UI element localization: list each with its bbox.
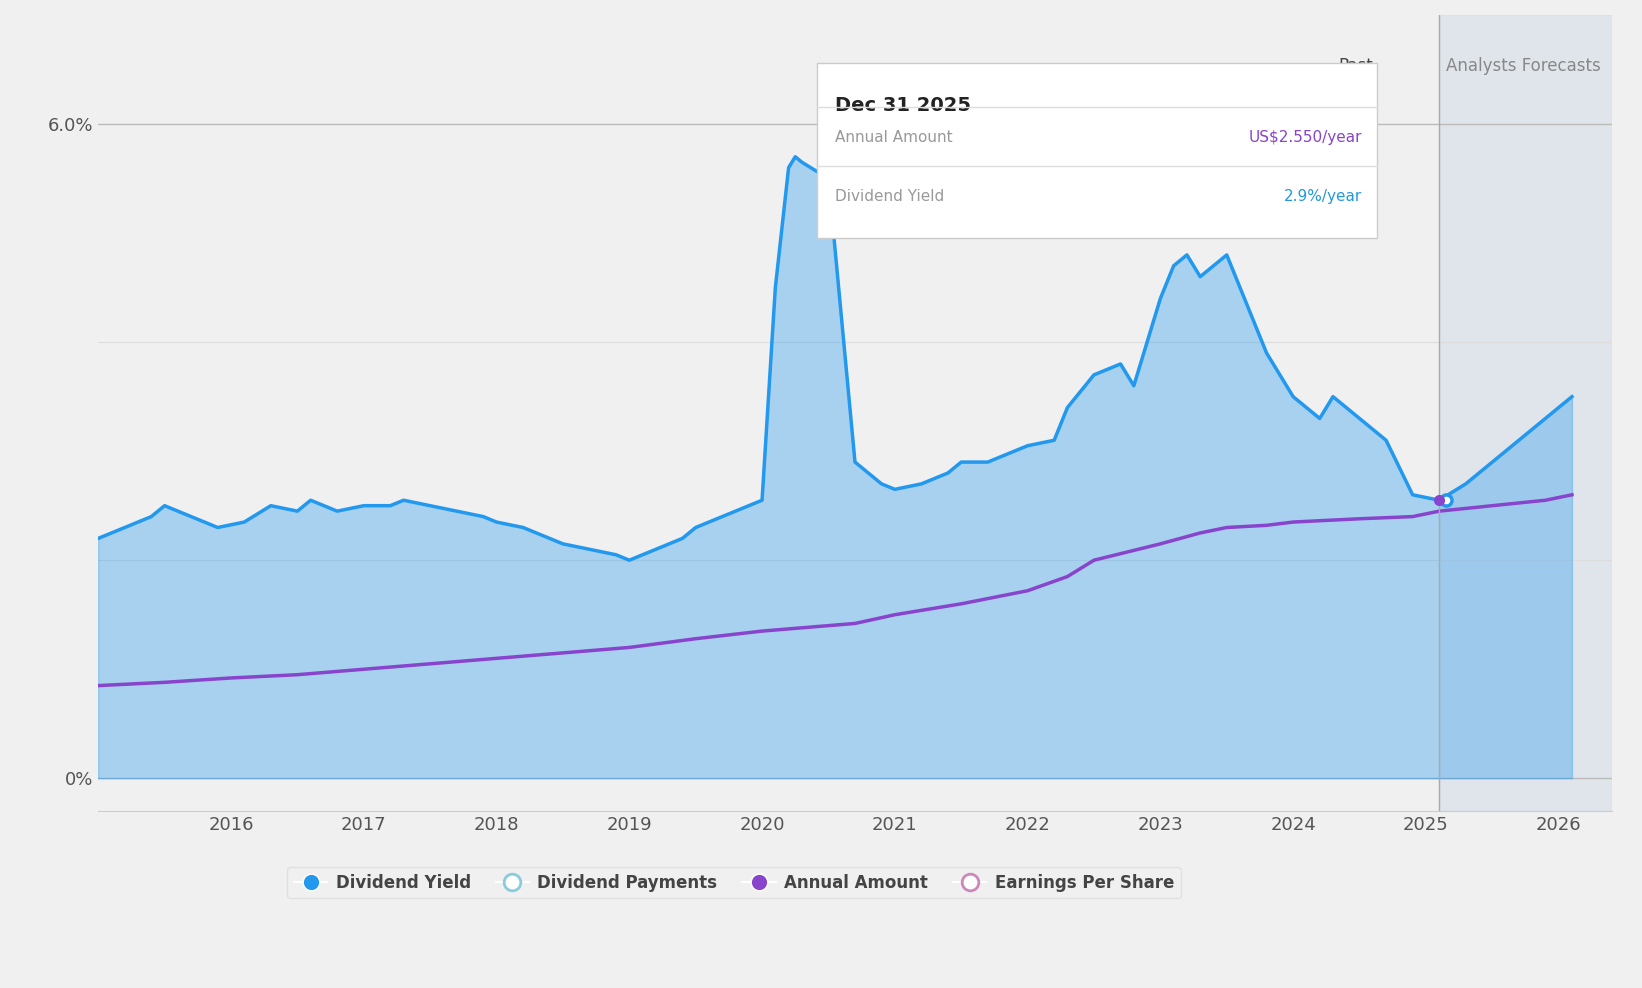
- Text: US$2.550/year: US$2.550/year: [1248, 130, 1363, 145]
- Text: Annual Amount: Annual Amount: [836, 130, 952, 145]
- Text: Past: Past: [1338, 57, 1373, 75]
- Text: 2.9%/year: 2.9%/year: [1284, 189, 1363, 204]
- Text: Dec 31 2025: Dec 31 2025: [836, 96, 972, 116]
- Text: Dividend Yield: Dividend Yield: [836, 189, 944, 204]
- Legend: Dividend Yield, Dividend Payments, Annual Amount, Earnings Per Share: Dividend Yield, Dividend Payments, Annua…: [287, 866, 1181, 898]
- Text: Analysts Forecasts: Analysts Forecasts: [1447, 57, 1601, 75]
- FancyBboxPatch shape: [818, 63, 1378, 238]
- Bar: [1438, 15, 1612, 811]
